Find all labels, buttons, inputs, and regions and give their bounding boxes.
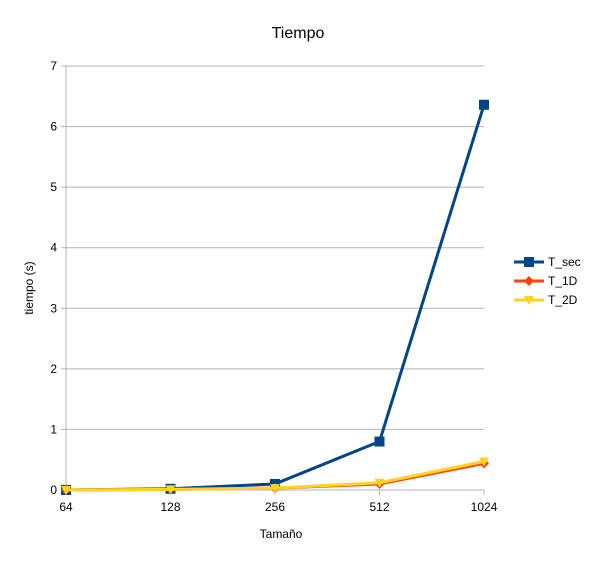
x-tick-labels: 64 128 256 512 1024 — [59, 500, 497, 514]
y-tick-label: 5 — [50, 180, 57, 194]
y-axis-label: tiempo (s) — [22, 261, 36, 314]
grid-lines — [66, 65, 484, 430]
data-point-t-2d — [374, 478, 385, 488]
chart-title: Tiempo — [272, 25, 325, 42]
data-point-t-2d — [270, 484, 280, 494]
data-point-t-2d — [165, 485, 176, 495]
y-tick-label: 3 — [50, 301, 57, 315]
y-tick-labels: 0 1 2 3 4 5 6 7 — [50, 59, 57, 497]
data-point-t-sec — [374, 436, 385, 447]
legend-marker-t-1d — [524, 276, 534, 286]
legend-marker-t-2d — [524, 296, 534, 305]
x-tick-label: 512 — [369, 500, 389, 514]
data-point-t-2d — [479, 457, 489, 467]
legend-label-t-2d: T_2D — [548, 293, 578, 307]
y-tick-label: 1 — [50, 422, 57, 436]
x-axis-label: Tamaño — [260, 527, 303, 541]
y-tick-label: 4 — [50, 241, 57, 255]
series-line-t-sec — [65, 104, 486, 492]
legend-marker-t-sec — [524, 257, 534, 267]
legend-label-t-1d: T_1D — [548, 274, 578, 288]
data-point-t-sec — [479, 99, 489, 110]
x-tick-label: 64 — [59, 500, 73, 514]
legend: T_sec T_1D T_2D — [514, 255, 581, 307]
y-tick-label: 0 — [50, 483, 57, 497]
x-tick-label: 1024 — [471, 500, 498, 514]
y-tick-label: 2 — [50, 362, 57, 376]
series-layer — [61, 99, 489, 495]
data-point-t-2d — [61, 486, 71, 495]
y-tick-label: 6 — [50, 120, 57, 134]
legend-label-t-sec: T_sec — [548, 255, 581, 269]
axes — [61, 65, 485, 495]
y-tick-label: 7 — [50, 59, 57, 73]
x-tick-label: 256 — [265, 500, 285, 514]
x-tick-label: 128 — [160, 500, 180, 514]
